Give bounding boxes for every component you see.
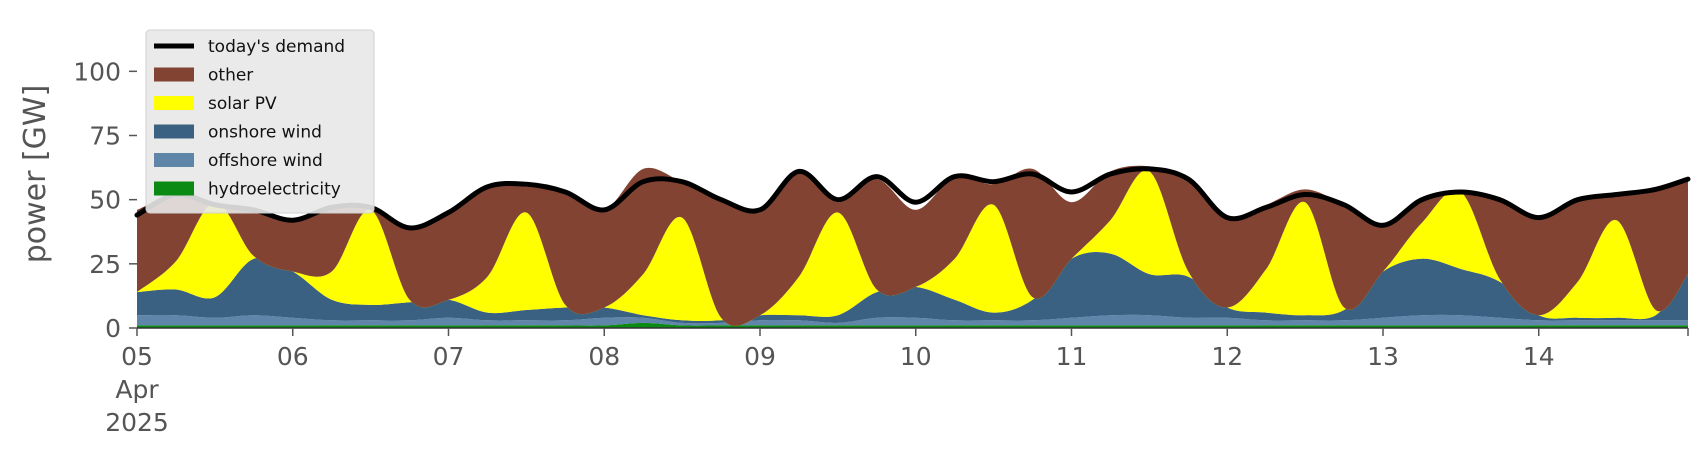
x-tick-label: 07: [433, 342, 465, 371]
y-axis-title: power [GW]: [18, 85, 53, 264]
legend-swatch: [154, 181, 194, 196]
x-tick-label: 05: [121, 342, 153, 371]
x-tick-label: Apr: [115, 375, 159, 404]
y-tick-label: 75: [89, 122, 121, 151]
area-other: [137, 165, 1688, 326]
legend-item: solar PV: [154, 94, 277, 114]
legend: today's demand other solar PV onshore wind o…: [145, 29, 375, 214]
x-tick-label: 10: [900, 342, 932, 371]
legend-label: solar PV: [208, 94, 277, 114]
y-tick-label: 0: [105, 314, 121, 343]
y-tick-label: 50: [89, 186, 121, 215]
legend-swatch: [154, 124, 194, 139]
y-tick-label: 25: [89, 250, 121, 279]
legend-item: hydroelectricity: [154, 180, 341, 200]
legend-label: today's demand: [208, 37, 345, 57]
x-tick-label: 11: [1056, 342, 1088, 371]
legend-item: other: [154, 66, 253, 86]
x-tick-label: 12: [1211, 342, 1243, 371]
x-tick-label: 13: [1367, 342, 1399, 371]
axes: 0 25 50 75 100 05 Apr 2025 06 07 08 09 10 11 12 13 14: [73, 57, 1689, 437]
legend-label: hydroelectricity: [208, 180, 341, 200]
x-tick-label: 06: [277, 342, 309, 371]
legend-item: offshore wind: [154, 151, 323, 171]
area-offshore-wind: [137, 314, 1688, 326]
legend-label: offshore wind: [208, 151, 323, 171]
x-tick-label: 14: [1523, 342, 1555, 371]
legend-box: [145, 29, 375, 214]
area-solar-pv: [137, 170, 1688, 326]
legend-swatch: [154, 153, 194, 167]
demand-line: [134, 166, 1691, 231]
x-tick-label: 2025: [105, 408, 169, 437]
plot-area: [134, 165, 1691, 328]
x-tick-label: 08: [588, 342, 620, 371]
y-tick-label: 100: [73, 57, 121, 86]
legend-item: onshore wind: [154, 123, 322, 143]
legend-label: other: [208, 66, 253, 86]
x-tick-label: 09: [744, 342, 776, 371]
legend-swatch: [154, 67, 194, 82]
legend-item: today's demand: [154, 37, 345, 57]
area-hydroelectricity: [137, 322, 1688, 328]
legend-swatch: [154, 96, 194, 110]
legend-label: onshore wind: [208, 123, 322, 143]
